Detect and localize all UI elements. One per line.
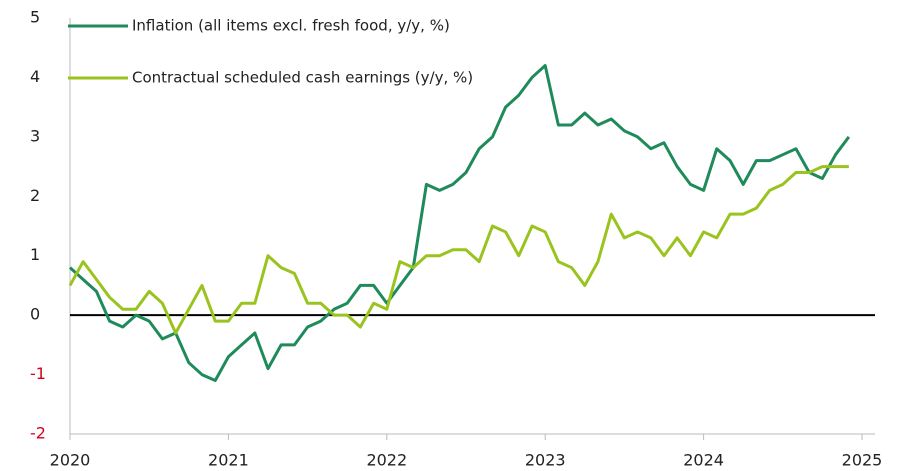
y-tick-label: 0 xyxy=(30,305,40,324)
x-tick-label: 2024 xyxy=(683,451,724,470)
legend-label: Inflation (all items excl. fresh food, y… xyxy=(132,17,450,35)
y-tick-label: 4 xyxy=(30,67,40,86)
series-line xyxy=(68,165,849,335)
x-tick-label: 2025 xyxy=(842,451,883,470)
x-tick-label: 2020 xyxy=(50,451,91,470)
x-tick-label: 2022 xyxy=(366,451,407,470)
y-tick-label: -2 xyxy=(30,424,46,443)
legend-label: Contractual scheduled cash earnings (y/y… xyxy=(132,69,473,87)
y-tick-label: 3 xyxy=(30,126,40,145)
x-tick-label: 2023 xyxy=(525,451,566,470)
y-tick-label: 5 xyxy=(30,8,40,27)
y-tick-label: 2 xyxy=(30,186,40,205)
y-tick-label: -1 xyxy=(30,364,46,383)
series-line xyxy=(68,64,851,383)
x-tick-label: 2021 xyxy=(208,451,249,470)
y-tick-label: 1 xyxy=(30,245,40,264)
